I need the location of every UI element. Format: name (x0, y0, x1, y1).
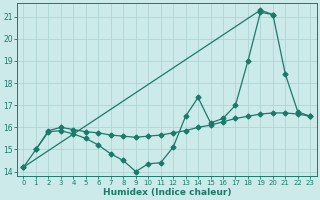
X-axis label: Humidex (Indice chaleur): Humidex (Indice chaleur) (103, 188, 231, 197)
